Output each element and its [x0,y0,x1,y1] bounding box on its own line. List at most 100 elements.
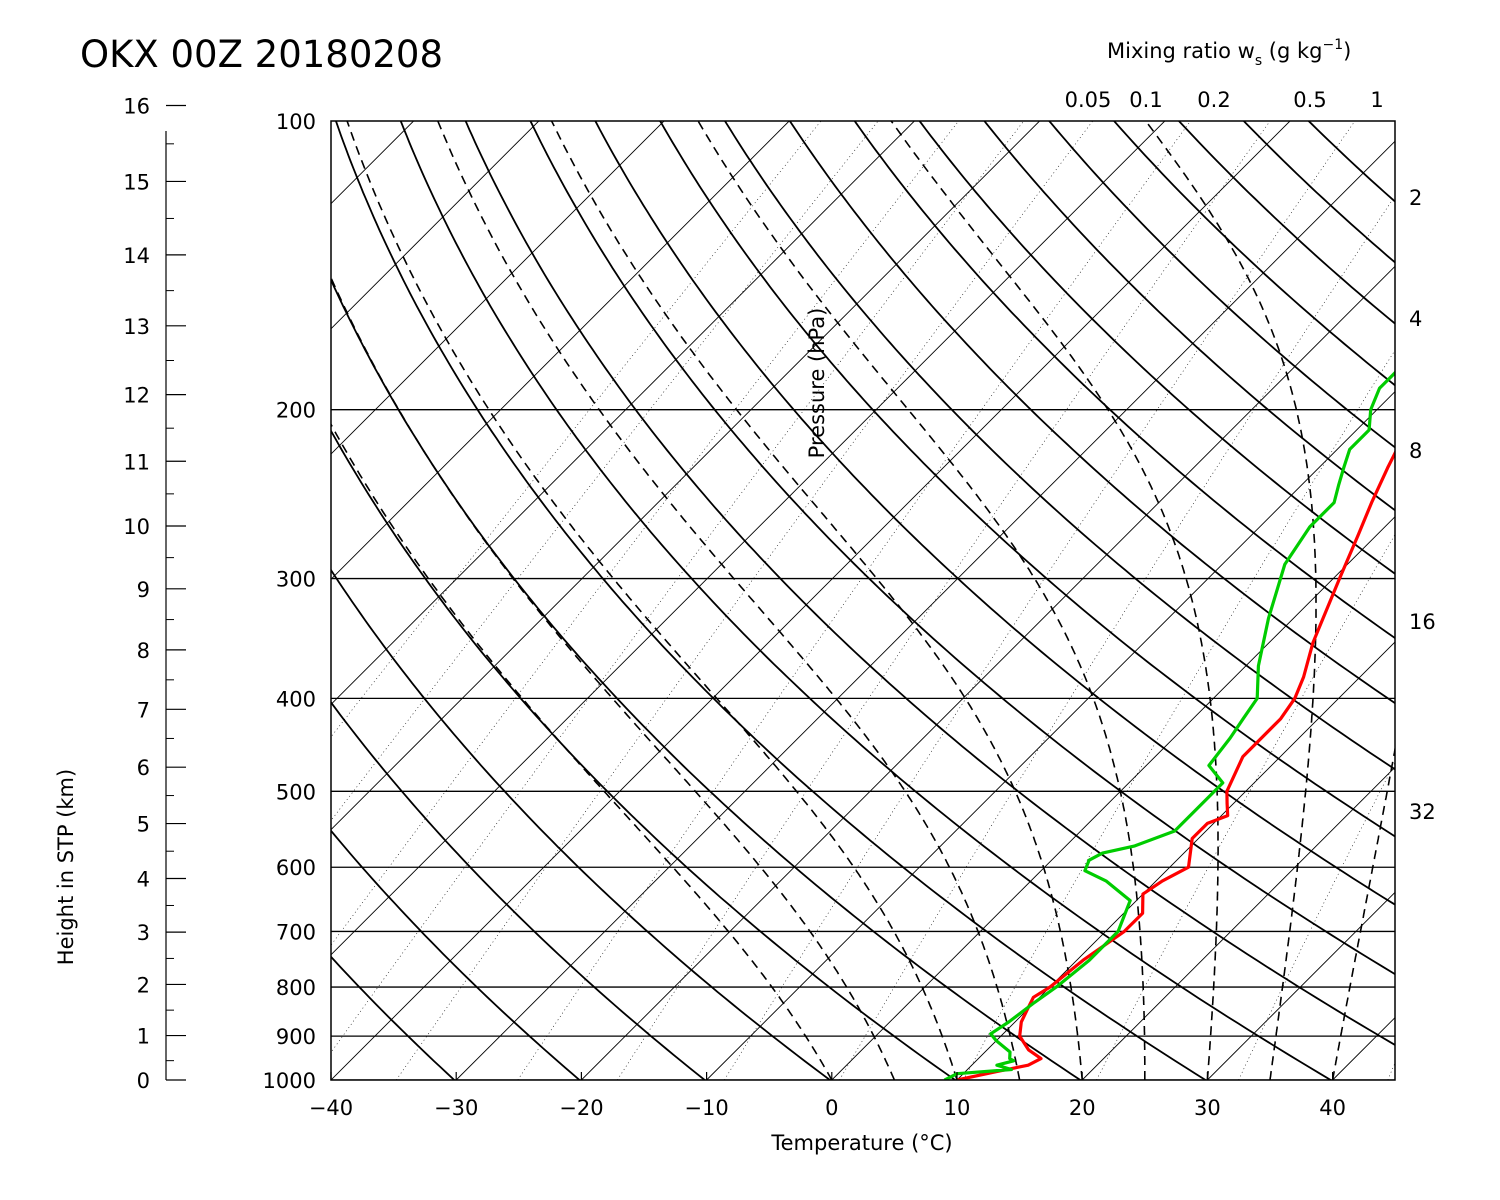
pressure-tick-label: 600 [276,856,316,880]
isotherm-line [455,140,1395,1080]
dry-adiabat-line [1178,121,1395,325]
x-axis-label: Temperature (°C) [770,1131,952,1155]
height-tick-label: 10 [123,515,150,539]
dry-adiabat-line [594,121,1395,906]
isotherm-line [331,121,1291,1080]
height-axis-label: Height in STP (km) [54,769,78,965]
mixing-ratio-axis-title: Mixing ratio ws (g kg−1) [1107,37,1351,69]
plot-frame [330,120,1396,1081]
dry-adiabat-line [529,121,1395,976]
dry-adiabat-line [335,121,1206,1080]
pressure-tick-label: 300 [276,568,316,592]
x-tick-label: 30 [1194,1096,1221,1120]
height-tick-label: 15 [123,170,150,194]
dry-adiabat-line [399,121,1332,1080]
temperature-profile-line [956,449,1395,1080]
pressure-tick-label: 200 [276,399,316,423]
height-tick-label: 8 [137,639,150,663]
pressure-tick-label: 900 [276,1025,316,1049]
isotherm-line [706,390,1395,1080]
moist-adiabat-line [1145,121,1317,1080]
height-tick-label: 0 [137,1069,150,1093]
x-tick-label: 0 [825,1096,838,1120]
mixing-ratio-right-label: 4 [1409,307,1422,331]
pressure-tick-label: 700 [276,920,316,944]
moist-adiabat-line [890,121,1219,1080]
mixing-ratio-right-label: 2 [1409,186,1422,210]
isotherm-line [331,121,915,706]
isotherm-line [1207,891,1395,1080]
dry-adiabat-line [724,121,1395,771]
mixing-ratio-right-label: 8 [1409,439,1422,463]
x-tick-label: 40 [1319,1096,1346,1120]
moist-adiabat-line [346,121,958,1080]
dry-adiabat-line [659,121,1395,838]
moist-adiabat-line [331,422,833,1080]
mixing-ratio-top-label: 0.1 [1129,88,1162,112]
x-tick-label: −30 [434,1096,478,1120]
x-tick-label: −10 [684,1096,728,1120]
x-tick-label: −40 [309,1096,353,1120]
height-tick-label: 6 [137,756,150,780]
height-tick-label: 13 [123,315,150,339]
x-tick-label: 20 [1069,1096,1096,1120]
moist-adiabat-line [550,121,1083,1080]
mixing-ratio-line [396,121,1093,1080]
sounding-profiles [943,370,1395,1080]
x-tick-label: 10 [944,1096,971,1120]
dry-adiabat-line [331,429,956,1080]
mixing-ratio-top-label: 1 [1370,88,1383,112]
isotherm-line [956,641,1395,1080]
mixing-ratio-right-label: 16 [1409,610,1436,634]
pressure-axis-label: Pressure (hPa) [805,308,829,459]
height-tick-label: 14 [123,244,150,268]
dry-adiabat-line [331,829,581,1080]
dry-adiabat-line [918,121,1395,575]
plot-area [331,121,1395,1080]
dry-adiabat-line [983,121,1395,512]
pressure-tick-label: 500 [276,780,316,804]
dry-adiabat-line [331,700,706,1080]
isotherm-line [1081,766,1395,1080]
mixing-ratio-line [1096,533,1395,1080]
chart-title: OKX 00Z 20180208 [80,33,443,76]
height-tick-label: 16 [123,95,150,119]
dry-adiabat-line [1113,121,1395,387]
mixing-ratio-top-label: 0.05 [1065,88,1112,112]
mixing-ratio-line [963,349,1395,1080]
isotherm-line [331,121,665,455]
pressure-tick-label: 400 [276,687,316,711]
moist-adiabat-line [1331,745,1395,1080]
dry-adiabat-line [1048,121,1395,449]
isotherm-line [331,121,540,330]
mixing-ratio-right-label: 32 [1409,800,1436,824]
isotherm-line [331,121,1040,831]
dry-adiabat-line [853,121,1395,640]
height-tick-label: 9 [137,578,150,602]
pressure-tick-label: 1000 [263,1069,316,1093]
pressure-tick-label: 800 [276,976,316,1000]
mixing-ratio-line [331,121,1024,1053]
isotherm-line [581,265,1395,1080]
isotherm-line [831,516,1395,1080]
dewpoint-profile-line [943,370,1395,1080]
pressure-tick-label: 100 [276,110,316,134]
height-tick-label: 5 [137,813,150,837]
height-tick-label: 3 [137,921,150,945]
height-tick-label: 1 [137,1025,150,1049]
mixing-ratio-line [617,121,1271,1080]
isotherm-line [331,121,1166,956]
dry-adiabat-line [331,277,1081,1080]
moist-adiabat-line [331,275,896,1080]
mixing-ratio-line [331,121,822,738]
isotherm-line [331,121,790,580]
mixing-ratio-top-label: 0.5 [1293,88,1326,112]
dry-adiabat-line [464,121,1395,1047]
height-tick-label: 11 [123,450,150,474]
mixing-ratio-top-label: 0.2 [1197,88,1230,112]
axes: −40 −30 −20 −10 0 10 20 30 401000900800700600500… [123,88,1435,1120]
dry-adiabat-line [789,121,1395,705]
height-tick-label: 2 [137,973,150,997]
